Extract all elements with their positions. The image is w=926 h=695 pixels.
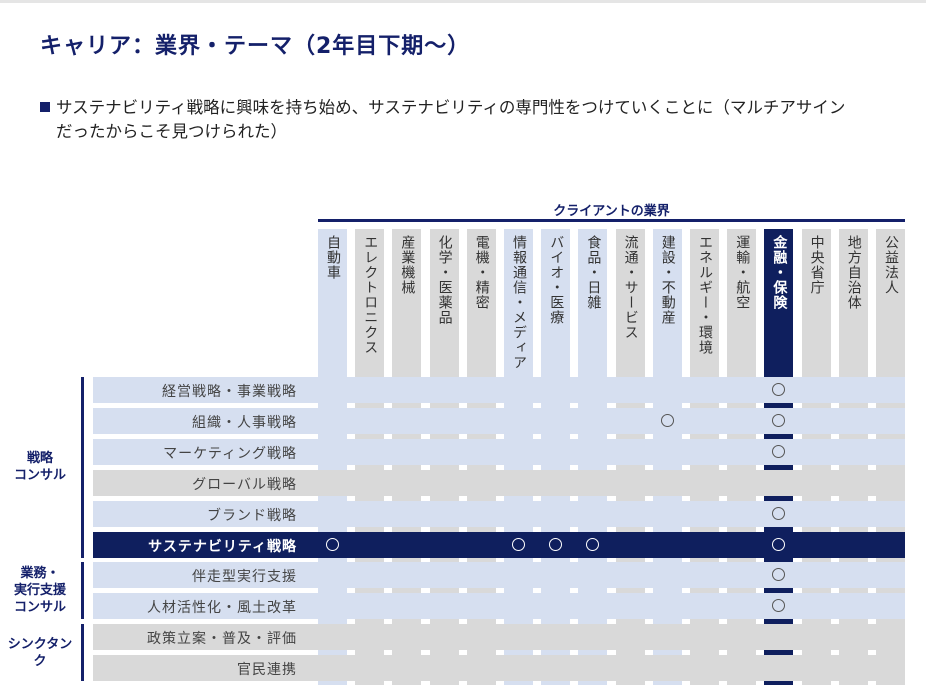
matrix-row: グローバル戦略 — [93, 469, 905, 496]
circle-mark-icon — [660, 413, 674, 427]
circle-mark-icon — [549, 537, 563, 551]
circle-mark-icon — [772, 537, 786, 551]
column-label: 電機・精密 — [473, 235, 490, 310]
circle-mark-icon — [772, 413, 786, 427]
column-label: 地方自治体 — [845, 235, 862, 310]
column-label: 中央省庁 — [808, 235, 825, 295]
row-label: グローバル戦略 — [192, 476, 297, 493]
matrix-row: 政策立案・普及・評価 — [93, 624, 905, 651]
bullet-line-1: サステナビリティ戦略に興味を持ち始め、サステナビリティの専門性をつけていくことに… — [56, 98, 846, 117]
column-label: エネルギー・環境 — [697, 235, 713, 355]
circle-mark-icon — [772, 568, 786, 582]
group-label: 業務・ 実行支援 コンサル — [13, 566, 66, 616]
top-border — [0, 0, 926, 3]
matrix-row: 官民連携 — [93, 655, 905, 682]
column-label: 産業機械 — [399, 235, 416, 295]
column-label: 食品・日雑 — [585, 235, 602, 310]
bullet-line-2: だったからこそ見つけられた） — [56, 122, 287, 141]
matrix-row: 組織・人事戦略 — [93, 407, 905, 434]
circle-mark-icon — [772, 383, 786, 396]
column-label: 化学・医薬品 — [436, 235, 453, 325]
bullet-text: サステナビリティ戦略に興味を持ち始め、サステナビリティの専門性をつけていくことに… — [40, 96, 880, 144]
group-label: 戦略 コンサル — [13, 451, 66, 484]
matrix-row: 人材活性化・風土改革 — [93, 593, 905, 620]
row-label: 官民連携 — [237, 662, 297, 679]
client-industry-header: クライアントの業界 — [553, 204, 670, 219]
circle-mark-icon — [772, 506, 786, 520]
matrix-row: マーケティング戦略 — [93, 438, 905, 465]
group-bracket-line — [81, 624, 84, 682]
circle-mark-icon — [772, 444, 786, 458]
circle-mark-icon — [512, 537, 525, 551]
column-label: 情報通信・メディア — [511, 235, 527, 370]
row-label: 伴走型実行支援 — [192, 569, 297, 586]
row-label: 政策立案・普及・評価 — [147, 631, 297, 648]
matrix-row: サステナビリティ戦略 — [93, 531, 905, 558]
column-label: 流通・サービス — [622, 235, 639, 340]
row-label: サステナビリティ戦略 — [148, 538, 297, 555]
circle-mark-icon — [326, 537, 339, 551]
column-label: 建設・不動産 — [659, 235, 676, 325]
row-label: マーケティング戦略 — [163, 445, 297, 462]
column-label: 金融・保険 — [771, 235, 788, 310]
row-label: 組織・人事戦略 — [192, 414, 297, 431]
column-label: 公益法人 — [883, 235, 899, 295]
column-label: 運輸・航空 — [734, 235, 751, 310]
group-bracket-line — [81, 377, 84, 558]
group-label: シンクタンク — [7, 636, 73, 669]
page-title: キャリア：業界・テーマ（2年目下期〜） — [40, 34, 471, 59]
group-bracket-line — [81, 562, 84, 620]
column-label: バイオ・医療 — [548, 235, 565, 325]
circle-mark-icon — [586, 537, 600, 551]
bullet-square-icon — [40, 102, 50, 112]
circle-mark-icon — [772, 599, 786, 613]
matrix-row: 経営戦略・事業戦略 — [93, 377, 905, 403]
column-label: 自動車 — [325, 235, 341, 280]
row-label: ブランド戦略 — [207, 507, 297, 524]
matrix-row: 伴走型実行支援 — [93, 562, 905, 589]
row-label: 経営戦略・事業戦略 — [162, 384, 297, 400]
client-header-rule — [318, 219, 905, 222]
row-label: 人材活性化・風土改革 — [147, 600, 297, 617]
matrix-row: ブランド戦略 — [93, 500, 905, 527]
column-label: エレクトロニクス — [362, 235, 379, 355]
